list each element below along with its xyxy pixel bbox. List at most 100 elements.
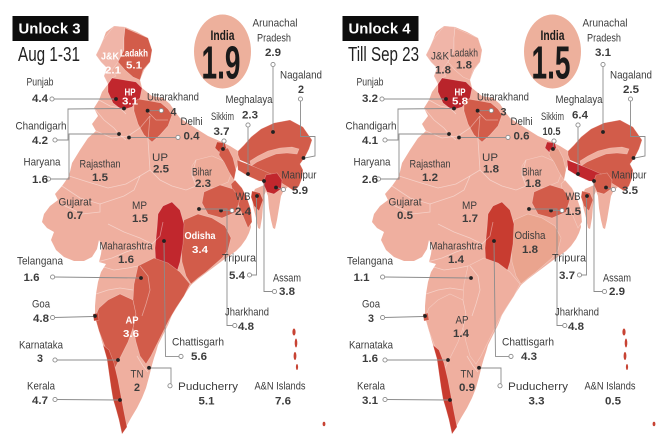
svg-text:1.5: 1.5 — [532, 37, 571, 89]
svg-text:2: 2 — [134, 382, 140, 394]
svg-text:5.8: 5.8 — [452, 96, 468, 107]
svg-text:Maharashtra: Maharashtra — [100, 241, 154, 253]
svg-text:3.1: 3.1 — [122, 96, 138, 107]
svg-text:Assam: Assam — [273, 273, 301, 285]
svg-text:Jharkhand: Jharkhand — [225, 307, 269, 319]
svg-text:2.5: 2.5 — [153, 163, 169, 175]
svg-text:Ladakh: Ladakh — [450, 48, 478, 60]
svg-text:Telangana: Telangana — [347, 256, 394, 268]
svg-text:Tripura: Tripura — [222, 253, 257, 265]
svg-text:Jharkhand: Jharkhand — [555, 307, 599, 319]
svg-text:Ladakh: Ladakh — [120, 49, 148, 60]
svg-text:3.1: 3.1 — [595, 47, 611, 59]
svg-text:2: 2 — [298, 84, 304, 96]
svg-text:1.8: 1.8 — [456, 59, 472, 71]
svg-text:4.8: 4.8 — [238, 321, 254, 333]
svg-text:TN: TN — [131, 369, 144, 381]
svg-text:Kerala: Kerala — [27, 381, 56, 393]
svg-text:4.4: 4.4 — [32, 93, 49, 105]
svg-text:Manipur: Manipur — [282, 170, 317, 182]
svg-text:India: India — [211, 28, 235, 43]
svg-text:1.8: 1.8 — [522, 244, 538, 256]
svg-text:7.6: 7.6 — [275, 395, 291, 407]
svg-text:Odisha: Odisha — [185, 231, 216, 242]
svg-text:Pradesh: Pradesh — [587, 33, 621, 45]
svg-text:J&K: J&K — [431, 51, 450, 63]
svg-text:A&N Islands: A&N Islands — [585, 381, 636, 393]
svg-text:4.3: 4.3 — [521, 351, 537, 363]
svg-text:Goa: Goa — [362, 299, 381, 311]
svg-text:1.4: 1.4 — [448, 254, 465, 266]
svg-text:HP: HP — [455, 88, 466, 99]
svg-text:0.9: 0.9 — [459, 382, 475, 394]
svg-text:Uttarakhand: Uttarakhand — [477, 92, 529, 104]
svg-text:Arunachal: Arunachal — [583, 18, 628, 30]
svg-text:UP: UP — [482, 152, 498, 164]
svg-text:1.6: 1.6 — [118, 254, 134, 266]
svg-text:2.6: 2.6 — [362, 174, 378, 186]
svg-text:3: 3 — [368, 313, 374, 325]
svg-text:AP: AP — [456, 315, 469, 327]
svg-text:Sikkim: Sikkim — [541, 111, 564, 123]
svg-text:4.2: 4.2 — [32, 135, 48, 147]
svg-text:3.2: 3.2 — [362, 93, 378, 105]
svg-text:6.4: 6.4 — [572, 109, 589, 121]
svg-text:Haryana: Haryana — [24, 157, 62, 169]
svg-text:4.7: 4.7 — [32, 395, 48, 407]
svg-text:0.4: 0.4 — [184, 130, 201, 142]
svg-text:5.4: 5.4 — [229, 270, 246, 282]
svg-text:1.6: 1.6 — [362, 353, 378, 365]
svg-text:Haryana: Haryana — [354, 157, 392, 169]
svg-text:Sikkim: Sikkim — [211, 111, 234, 123]
svg-text:Tripura: Tripura — [552, 253, 587, 265]
svg-text:5.1: 5.1 — [126, 60, 142, 71]
svg-text:J&K: J&K — [101, 52, 120, 63]
svg-text:Nagaland: Nagaland — [610, 70, 652, 82]
svg-text:3.7: 3.7 — [214, 126, 230, 138]
svg-text:UP: UP — [152, 152, 168, 164]
svg-text:1.8: 1.8 — [435, 64, 451, 76]
svg-text:Karnataka: Karnataka — [19, 340, 64, 352]
svg-text:Unlock 4: Unlock 4 — [349, 22, 411, 38]
svg-text:3.4: 3.4 — [192, 245, 208, 256]
svg-text:4.8: 4.8 — [568, 321, 584, 333]
svg-text:HP: HP — [125, 88, 136, 99]
svg-text:Chandigarh: Chandigarh — [346, 121, 397, 133]
svg-text:Punjab: Punjab — [27, 77, 54, 89]
svg-text:2.3: 2.3 — [195, 178, 211, 190]
svg-text:5.1: 5.1 — [199, 395, 215, 407]
svg-text:Chandigarh: Chandigarh — [16, 121, 67, 133]
svg-text:A&N Islands: A&N Islands — [255, 381, 306, 393]
svg-text:2.4: 2.4 — [235, 206, 252, 218]
svg-text:0.7: 0.7 — [67, 210, 83, 222]
svg-text:Kerala: Kerala — [357, 381, 386, 393]
svg-text:3.1: 3.1 — [362, 395, 378, 407]
svg-text:Unlock 3: Unlock 3 — [19, 22, 81, 38]
svg-text:Rajasthan: Rajasthan — [80, 159, 121, 171]
svg-text:Till Sep 23: Till Sep 23 — [348, 43, 419, 66]
svg-text:1.5: 1.5 — [92, 172, 108, 184]
svg-text:Puducherry: Puducherry — [178, 381, 239, 393]
svg-text:Manipur: Manipur — [612, 170, 647, 182]
svg-text:Pradesh: Pradesh — [257, 33, 291, 45]
svg-text:Bihar: Bihar — [192, 167, 212, 179]
svg-text:1.7: 1.7 — [462, 213, 478, 225]
svg-text:4.8: 4.8 — [33, 313, 49, 325]
svg-text:1.1: 1.1 — [354, 272, 370, 284]
svg-text:Gujarat: Gujarat — [59, 197, 92, 209]
svg-text:1.6: 1.6 — [32, 174, 48, 186]
svg-text:2.5: 2.5 — [623, 84, 639, 96]
svg-text:1.2: 1.2 — [422, 172, 438, 184]
svg-text:Telangana: Telangana — [17, 256, 64, 268]
svg-text:Odisha: Odisha — [515, 230, 547, 242]
svg-text:Rajasthan: Rajasthan — [410, 159, 451, 171]
svg-text:1.8: 1.8 — [525, 178, 541, 190]
svg-text:2.1: 2.1 — [105, 65, 121, 76]
svg-text:Maharashtra: Maharashtra — [430, 241, 484, 253]
svg-text:0.5: 0.5 — [397, 210, 413, 222]
svg-text:1.4: 1.4 — [453, 328, 470, 340]
svg-text:MP: MP — [132, 200, 147, 212]
svg-text:India: India — [541, 28, 565, 43]
svg-text:1.5: 1.5 — [132, 213, 148, 225]
svg-text:Gujarat: Gujarat — [389, 197, 422, 209]
